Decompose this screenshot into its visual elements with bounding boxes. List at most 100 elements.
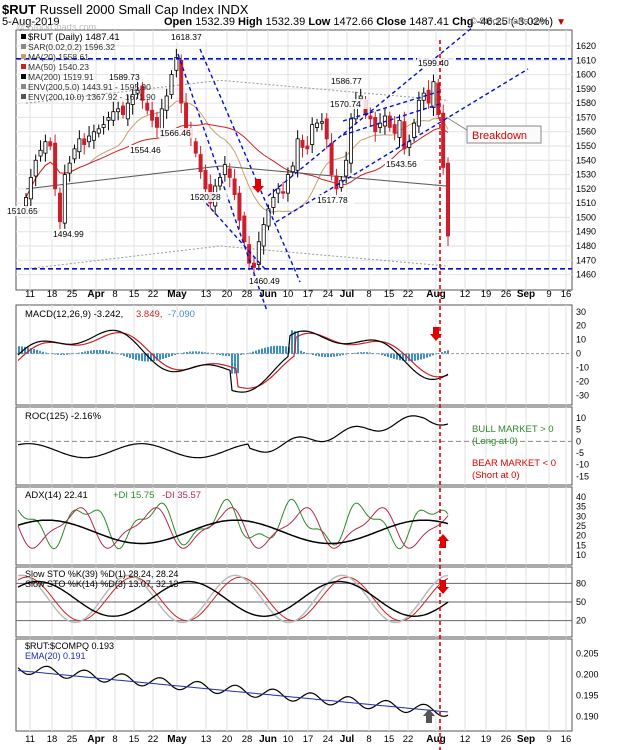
up-arrow-marker-stem bbox=[426, 716, 432, 723]
candle-body bbox=[48, 141, 53, 147]
ma20-line bbox=[25, 100, 449, 213]
bull-market-note: (Long at 0) bbox=[472, 436, 518, 447]
x-tick-label: 12 bbox=[460, 289, 471, 300]
x-tick-label: 15 bbox=[129, 734, 140, 745]
symbol: $RUT bbox=[2, 2, 36, 17]
candle-body bbox=[237, 192, 242, 221]
x-tick-label: 12 bbox=[460, 734, 471, 745]
price-annotation: 1510.65 bbox=[7, 206, 38, 216]
macd-histogram-bar bbox=[90, 350, 92, 354]
macd-histogram-bar bbox=[249, 352, 251, 354]
macd-histogram-bar bbox=[291, 330, 293, 354]
candle-body bbox=[28, 177, 33, 200]
x-tick-label: Sep bbox=[517, 289, 535, 300]
macd-histogram-bar bbox=[336, 353, 338, 357]
price-tick-label: 1600 bbox=[576, 70, 596, 80]
macd-histogram-bar bbox=[273, 345, 275, 354]
down-arrow-icon: ▼ bbox=[556, 17, 566, 28]
chart-header-line2: 5-Aug-2019 Open 1532.39 High 1532.39 Low… bbox=[2, 16, 566, 28]
macd-histogram-bar bbox=[60, 353, 62, 355]
stoch-slow-line bbox=[17, 580, 449, 618]
candle-body bbox=[344, 159, 349, 177]
candle-body bbox=[339, 179, 344, 188]
macd-histogram-bar bbox=[240, 353, 242, 356]
macd-histogram-bar bbox=[87, 350, 89, 354]
macd-histogram-bar bbox=[315, 353, 317, 356]
candle-body bbox=[426, 89, 431, 104]
macd-histogram-bar bbox=[153, 353, 155, 362]
x-tick-label: 10 bbox=[283, 734, 294, 745]
candle-body bbox=[38, 149, 43, 157]
candle-body bbox=[329, 142, 334, 175]
macd-histogram-bar bbox=[345, 353, 347, 355]
price-annotation: 1599.40 bbox=[418, 58, 449, 68]
macd-histogram-bar bbox=[402, 353, 404, 361]
candle-body bbox=[431, 81, 436, 108]
macd-legend: MACD(12,26,9) -3.242, bbox=[25, 309, 123, 320]
macd-histogram-bar bbox=[384, 353, 386, 357]
trend-channel-line bbox=[342, 90, 442, 122]
x-tick-label: 22 bbox=[403, 289, 414, 300]
stoch-legend: Slow STO %K(39) %D(1) 28.24, 28.24 bbox=[25, 569, 178, 579]
high-label: High bbox=[238, 16, 263, 28]
ratio-ema-line bbox=[17, 670, 449, 713]
indicator-tick-label: 30 bbox=[576, 511, 586, 521]
candle-body bbox=[116, 108, 121, 113]
candle-body bbox=[232, 178, 237, 195]
x-tick-label: 25 bbox=[67, 289, 78, 300]
macd-histogram-bar bbox=[174, 353, 176, 355]
trend-channel-line bbox=[199, 48, 301, 283]
price-tick-label: 1590 bbox=[576, 84, 596, 94]
down-arrow-marker-stem bbox=[440, 580, 446, 587]
candle-body bbox=[392, 124, 397, 134]
chg-label: Chg bbox=[452, 16, 474, 28]
watermark: © StockCharts.com bbox=[470, 16, 548, 26]
x-tick-label: Jul bbox=[340, 734, 355, 745]
x-tick-label: 26 bbox=[501, 734, 512, 745]
x-tick-label: 24 bbox=[323, 734, 334, 745]
annotation-bg bbox=[417, 58, 456, 68]
legend-entry: ENV(200,5.0) 1443.91 - 1595.90 bbox=[28, 82, 151, 92]
candle-body bbox=[164, 95, 169, 111]
open-value: 1532.39 bbox=[195, 16, 235, 28]
candle-body bbox=[276, 188, 281, 194]
macd-histogram-bar bbox=[126, 353, 128, 357]
macd-histogram-bar bbox=[303, 351, 305, 354]
candle-body bbox=[53, 142, 58, 190]
legend-swatch bbox=[21, 74, 26, 79]
trend-channel-line bbox=[196, 192, 266, 270]
x-tick-label: May bbox=[167, 734, 187, 745]
macd-histogram-bar bbox=[186, 351, 188, 354]
envelope-upper-line bbox=[25, 79, 449, 104]
candle-body bbox=[23, 197, 28, 207]
pane-5 bbox=[15, 638, 573, 732]
indicator-tick-label: 35 bbox=[576, 502, 586, 512]
candle-body bbox=[125, 102, 130, 120]
adx-legend: -DI 35.57 bbox=[162, 490, 201, 501]
macd-histogram-bar bbox=[42, 351, 44, 354]
macd-histogram-bar bbox=[381, 353, 383, 356]
x-tick-label: 20 bbox=[222, 289, 233, 300]
price-tick-label: 1460 bbox=[576, 270, 596, 280]
candle-body bbox=[261, 224, 266, 247]
macd-histogram-bar bbox=[285, 346, 287, 354]
macd-legend: 3.849, bbox=[136, 309, 162, 320]
macd-histogram-bar bbox=[243, 353, 245, 355]
macd-histogram-bar bbox=[369, 352, 371, 354]
x-tick-label: 10 bbox=[283, 289, 294, 300]
price-annotation: 1520.28 bbox=[190, 192, 221, 202]
index-name: Russell 2000 Small Cap Index bbox=[39, 2, 214, 17]
macd-histogram-bar bbox=[111, 351, 113, 354]
x-tick-label: 25 bbox=[67, 734, 78, 745]
macd-histogram-bar bbox=[372, 352, 374, 354]
macd-histogram-bar bbox=[426, 353, 428, 358]
stoch-legend: Slow STO %K(14) %D(3) 13.07, 32.13 bbox=[25, 579, 178, 589]
x-tick-label: 18 bbox=[47, 734, 58, 745]
indicator-tick-label: 40 bbox=[576, 492, 586, 502]
candle-body bbox=[62, 174, 67, 224]
chart-date: 5-Aug-2019 bbox=[2, 16, 60, 28]
candle-body bbox=[281, 191, 286, 194]
macd-histogram-bar bbox=[366, 352, 368, 354]
macd-histogram-bar bbox=[306, 353, 308, 354]
x-tick-label: 11 bbox=[25, 734, 35, 745]
